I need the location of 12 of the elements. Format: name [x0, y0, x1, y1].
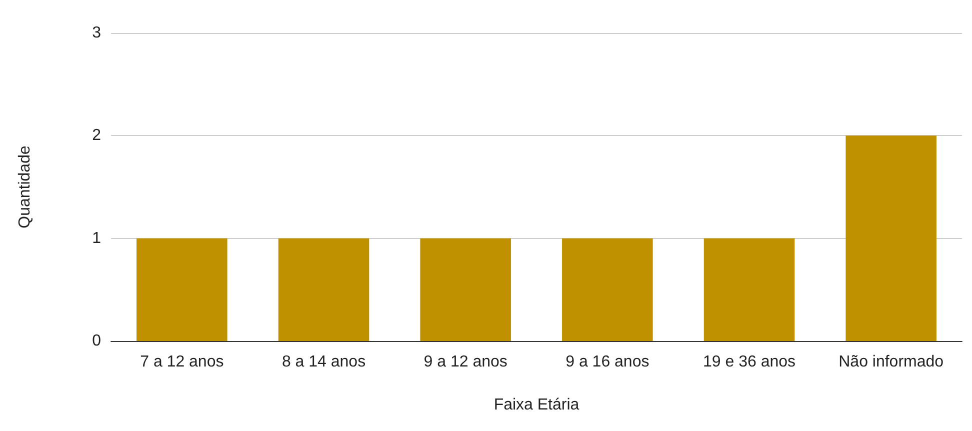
- y-tick-label: 1: [92, 230, 102, 247]
- x-tick-label: 9 a 16 anos: [566, 354, 650, 370]
- y-tick-label: 2: [92, 127, 102, 144]
- x-tick-label: 9 a 12 anos: [424, 354, 508, 370]
- x-axis-title: Faixa Etária: [494, 396, 580, 414]
- x-tick-label: Não informado: [838, 354, 944, 370]
- y-tick-label: 0: [92, 332, 102, 350]
- y-tick-label: 3: [92, 24, 102, 42]
- x-tick-label: 7 a 12 anos: [140, 354, 224, 370]
- x-tick-label: 19 e 36 anos: [702, 354, 796, 370]
- x-tick-label: 8 a 14 anos: [282, 354, 366, 370]
- y-axis-title: Quantidade: [16, 146, 34, 228]
